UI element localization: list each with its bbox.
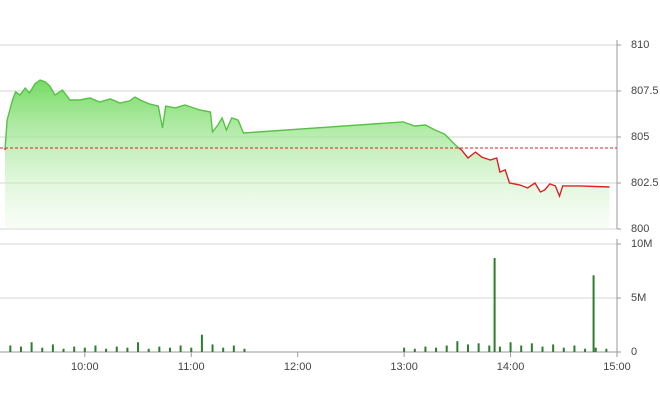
volume-bar <box>115 346 118 352</box>
y-tick-label: 5M <box>631 292 646 304</box>
y-tick-label: 807.5 <box>631 85 659 97</box>
y-tick-label: 805 <box>631 131 649 143</box>
volume-bar <box>211 344 214 352</box>
x-tick-label: 15:00 <box>603 361 631 373</box>
volume-bar <box>232 345 235 352</box>
volume-bar <box>594 347 597 352</box>
volume-bar <box>573 345 576 352</box>
volume-bar <box>137 342 140 352</box>
volume-bar <box>466 344 469 352</box>
volume-bar <box>190 347 193 352</box>
y-tick-label: 10M <box>631 238 652 250</box>
volume-bar <box>488 345 491 352</box>
volume-bar <box>51 344 54 352</box>
price-area <box>5 80 610 229</box>
volume-bar <box>435 347 438 352</box>
x-tick-label: 12:00 <box>284 361 312 373</box>
y-tick-label: 802.5 <box>631 177 659 189</box>
y-tick-label: 810 <box>631 39 649 51</box>
volume-bar <box>605 348 608 352</box>
volume-bar <box>147 348 150 352</box>
volume-bar <box>222 347 225 352</box>
volume-bar <box>498 346 501 352</box>
volume-bar <box>41 347 44 352</box>
x-tick-label: 10:00 <box>71 361 99 373</box>
volume-bar <box>179 345 182 352</box>
volume-bar <box>30 342 33 352</box>
volume-bar <box>584 348 587 352</box>
volume-bar <box>105 348 108 352</box>
volume-bar <box>445 345 448 352</box>
volume-bar <box>19 346 22 352</box>
price-line <box>4 79 610 199</box>
x-tick-label: 14:00 <box>497 361 525 373</box>
volume-bar <box>9 345 12 352</box>
volume-bar <box>158 346 161 352</box>
volume-bar <box>477 343 480 352</box>
volume-bar <box>520 345 523 352</box>
volume-bar <box>456 341 459 352</box>
y-tick-label: 800 <box>631 223 649 235</box>
volume-bar <box>126 347 129 352</box>
volume-bar <box>243 348 246 352</box>
volume-bar <box>403 347 406 352</box>
volume-bar <box>62 348 65 352</box>
volume-bar <box>530 343 533 352</box>
volume-bar <box>562 347 565 352</box>
volume-bar <box>541 346 544 352</box>
volume-bar <box>168 347 171 352</box>
x-tick-label: 13:00 <box>390 361 418 373</box>
volume-bar <box>73 346 76 352</box>
volume-bar <box>592 275 595 352</box>
volume-bar <box>493 258 496 352</box>
volume-bar <box>413 348 416 352</box>
volume-bar <box>83 347 86 352</box>
volume-bar <box>552 344 555 352</box>
volume-bar <box>94 345 97 352</box>
volume-bar <box>424 346 427 352</box>
y-tick-label: 0 <box>631 346 637 358</box>
volume-bar <box>509 342 512 352</box>
volume-bar <box>200 334 203 352</box>
x-tick-label: 11:00 <box>178 361 205 373</box>
